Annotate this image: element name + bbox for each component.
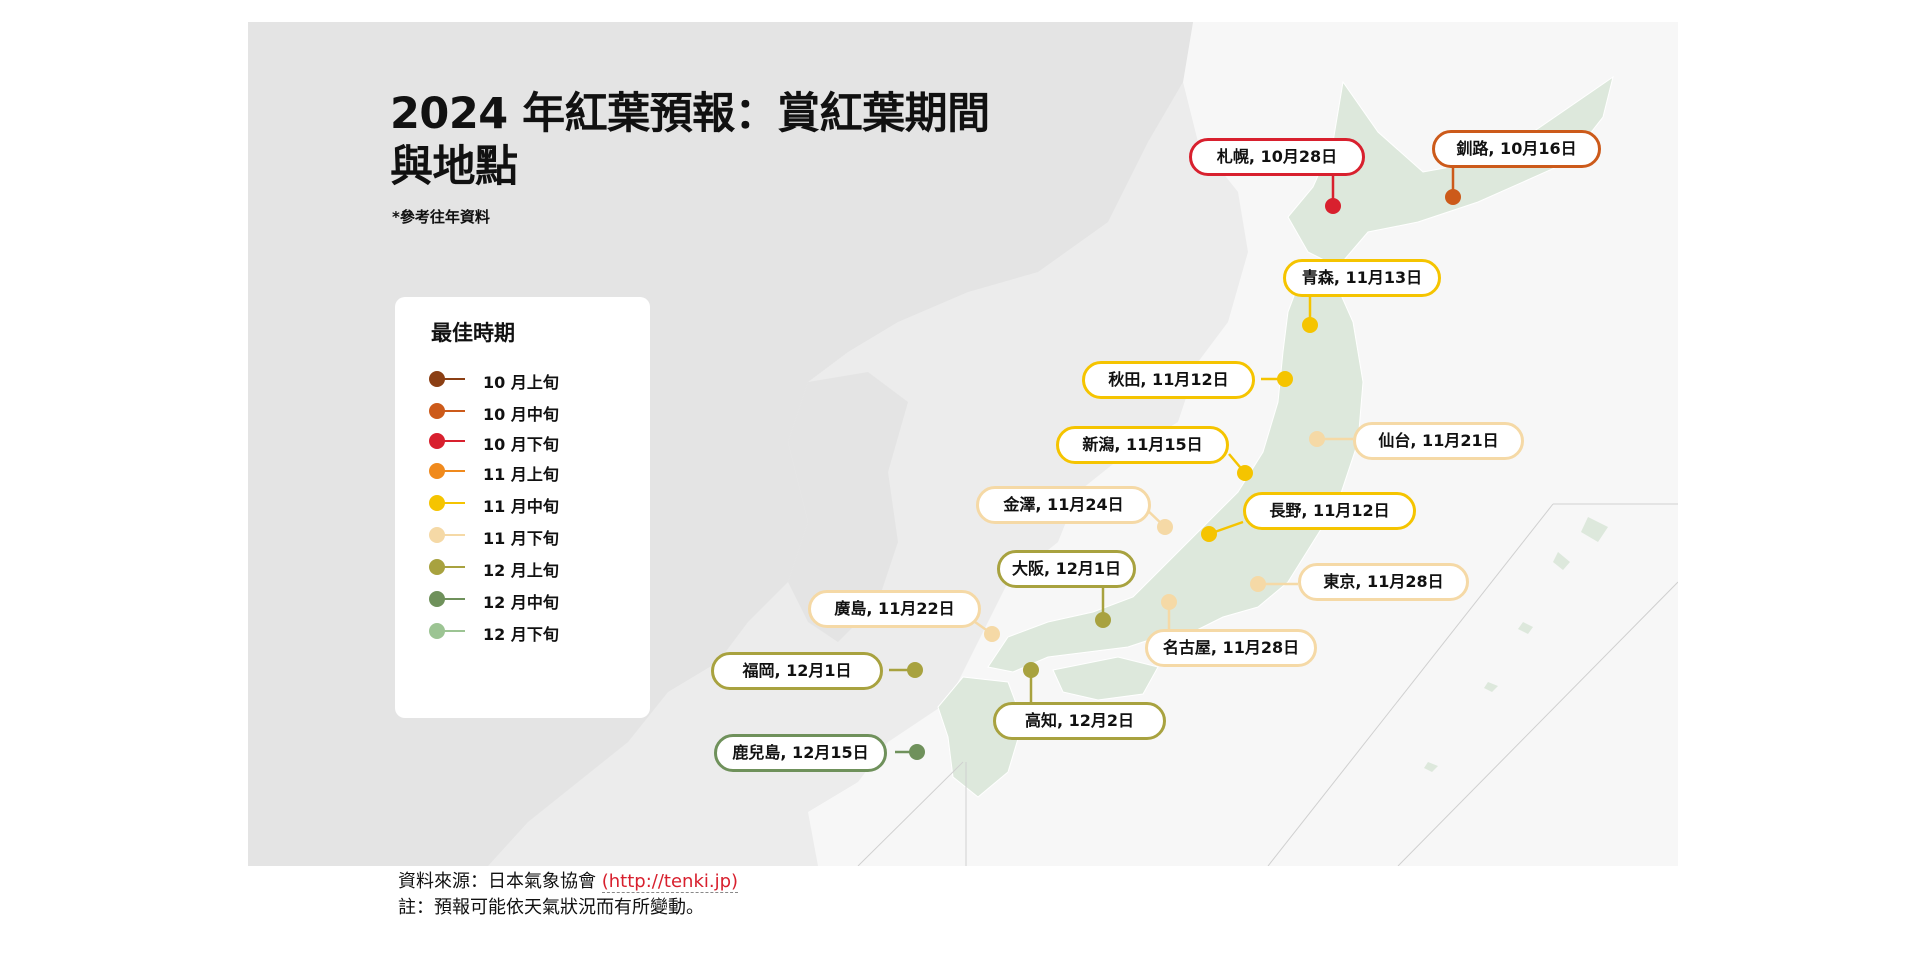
okinawa-island (1518, 622, 1533, 634)
city-label: 大阪, 12月1日 (997, 550, 1136, 588)
legend-item-label: 11 月中旬 (483, 497, 559, 516)
city-marker-dot (907, 662, 923, 678)
footer-source: 資料來源：日本氣象協會 (http://tenki.jp) (398, 869, 739, 895)
city-marker-dot (1237, 465, 1253, 481)
city-marker-dot (984, 626, 1000, 642)
city-label: 新潟, 11月15日 (1056, 426, 1229, 464)
legend-color-dot (429, 559, 445, 575)
okinawa-island (1424, 762, 1438, 772)
city-label: 札幌, 10月28日 (1189, 138, 1365, 176)
city-marker-dot (1095, 612, 1111, 628)
city-label: 東京, 11月28日 (1298, 563, 1469, 601)
city-label: 金澤, 11月24日 (976, 486, 1151, 524)
korean-peninsula (788, 372, 908, 642)
okinawa-island (1484, 682, 1498, 692)
legend-color-dot (429, 433, 445, 449)
city-label: 秋田, 11月12日 (1082, 361, 1255, 399)
footer-source-link[interactable]: (http://tenki.jp) (601, 871, 739, 893)
legend-color-line (443, 410, 465, 412)
okinawa-island (1581, 517, 1608, 542)
city-label: 仙台, 11月21日 (1353, 422, 1524, 460)
city-marker-dot (1250, 576, 1266, 592)
page-subtitle: *參考往年資料 (392, 208, 490, 226)
footer: 資料來源：日本氣象協會 (http://tenki.jp) 註：預報可能依天氣狀… (398, 869, 739, 921)
city-marker-dot (1309, 431, 1325, 447)
legend-color-dot (429, 623, 445, 639)
legend-color-line (443, 502, 465, 504)
inset-divider-diagonal-2 (1397, 581, 1678, 866)
city-marker-dot (1325, 198, 1341, 214)
city-label: 名古屋, 11月28日 (1145, 629, 1317, 667)
legend-color-dot (429, 403, 445, 419)
shikoku-island (1052, 656, 1159, 701)
city-marker-dot (1277, 371, 1293, 387)
city-label: 釧路, 10月16日 (1432, 130, 1601, 168)
legend-color-dot (429, 495, 445, 511)
page-title: 2024 年紅葉預報：賞紅葉期間與地點 (390, 89, 990, 192)
legend-item-label: 12 月上旬 (483, 561, 559, 580)
okinawa-island (1553, 552, 1570, 570)
city-label: 長野, 11月12日 (1243, 492, 1416, 530)
legend-item-label: 10 月上旬 (483, 373, 559, 392)
legend-color-dot (429, 371, 445, 387)
legend-color-dot (429, 463, 445, 479)
city-label: 鹿兒島, 12月15日 (714, 734, 887, 772)
city-marker-dot (1161, 594, 1177, 610)
city-marker-dot (1023, 662, 1039, 678)
legend-color-dot (429, 527, 445, 543)
legend-item-label: 12 月中旬 (483, 593, 559, 612)
legend-color-line (443, 598, 465, 600)
legend-color-line (443, 470, 465, 472)
city-marker-dot (1445, 189, 1461, 205)
legend-title: 最佳時期 (431, 321, 515, 345)
city-marker-dot (909, 744, 925, 760)
legend-item-label: 10 月下旬 (483, 435, 559, 454)
legend-color-line (443, 534, 465, 536)
city-label: 青森, 11月13日 (1283, 259, 1441, 297)
city-markers-layer (889, 168, 1461, 760)
legend-color-line (443, 630, 465, 632)
legend-item-label: 12 月下旬 (483, 625, 559, 644)
footer-source-prefix: 資料來源：日本氣象協會 (398, 871, 602, 892)
city-marker-dot (1302, 317, 1318, 333)
city-marker-dot (1157, 519, 1173, 535)
city-marker-dot (1201, 526, 1217, 542)
legend-item-label: 11 月下旬 (483, 529, 559, 548)
footer-note: 註：預報可能依天氣狀況而有所變動。 (398, 897, 704, 918)
inset-divider-diagonal (1267, 503, 1554, 866)
legend-item-label: 11 月上旬 (483, 465, 559, 484)
legend-item-label: 10 月中旬 (483, 405, 559, 424)
map-panel: 2024 年紅葉預報：賞紅葉期間與地點 *參考往年資料 最佳時期 10 月上旬 1… (248, 22, 1678, 866)
legend-panel: 最佳時期 10 月上旬 10 月中旬 10 月下旬 11 月上旬 11 月中旬 11 月下… (395, 297, 650, 718)
city-label: 廣島, 11月22日 (808, 590, 981, 628)
legend-color-line (443, 566, 465, 568)
city-label: 福岡, 12月1日 (711, 652, 883, 690)
inset-divider-line-2 (857, 761, 964, 866)
city-label: 高知, 12月2日 (993, 702, 1166, 740)
legend-color-line (443, 440, 465, 442)
legend-color-dot (429, 591, 445, 607)
legend-color-line (443, 378, 465, 380)
